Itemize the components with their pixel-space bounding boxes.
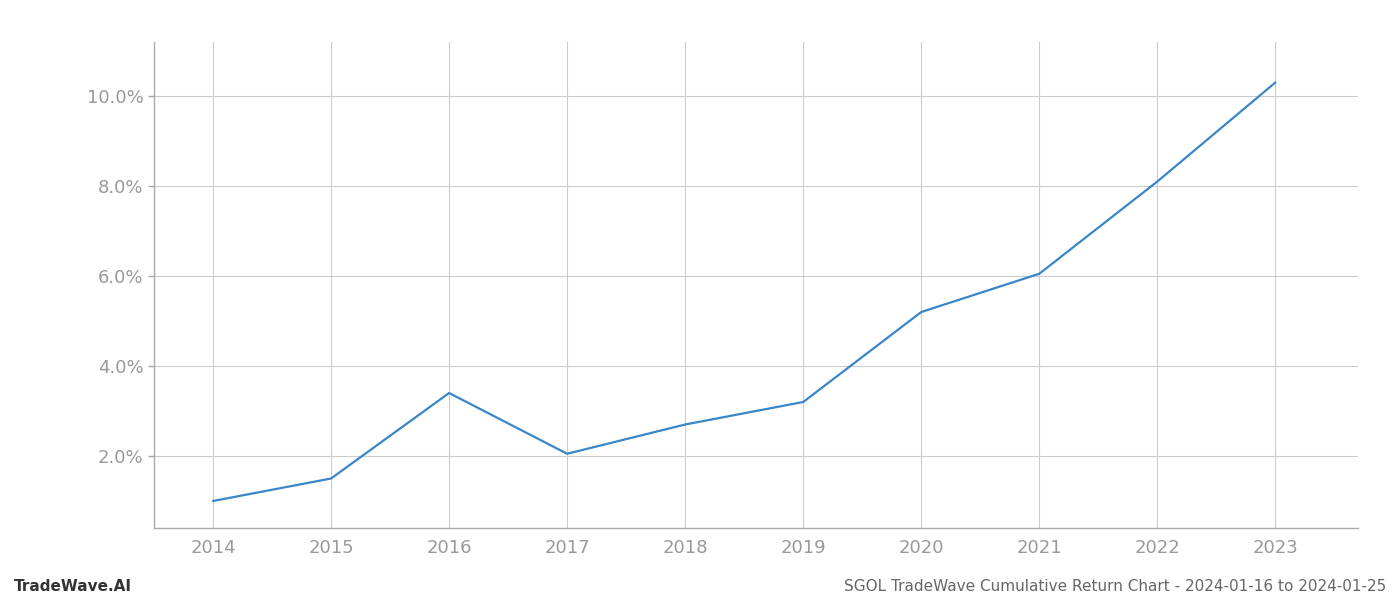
Text: SGOL TradeWave Cumulative Return Chart - 2024-01-16 to 2024-01-25: SGOL TradeWave Cumulative Return Chart -… [844, 579, 1386, 594]
Text: TradeWave.AI: TradeWave.AI [14, 579, 132, 594]
